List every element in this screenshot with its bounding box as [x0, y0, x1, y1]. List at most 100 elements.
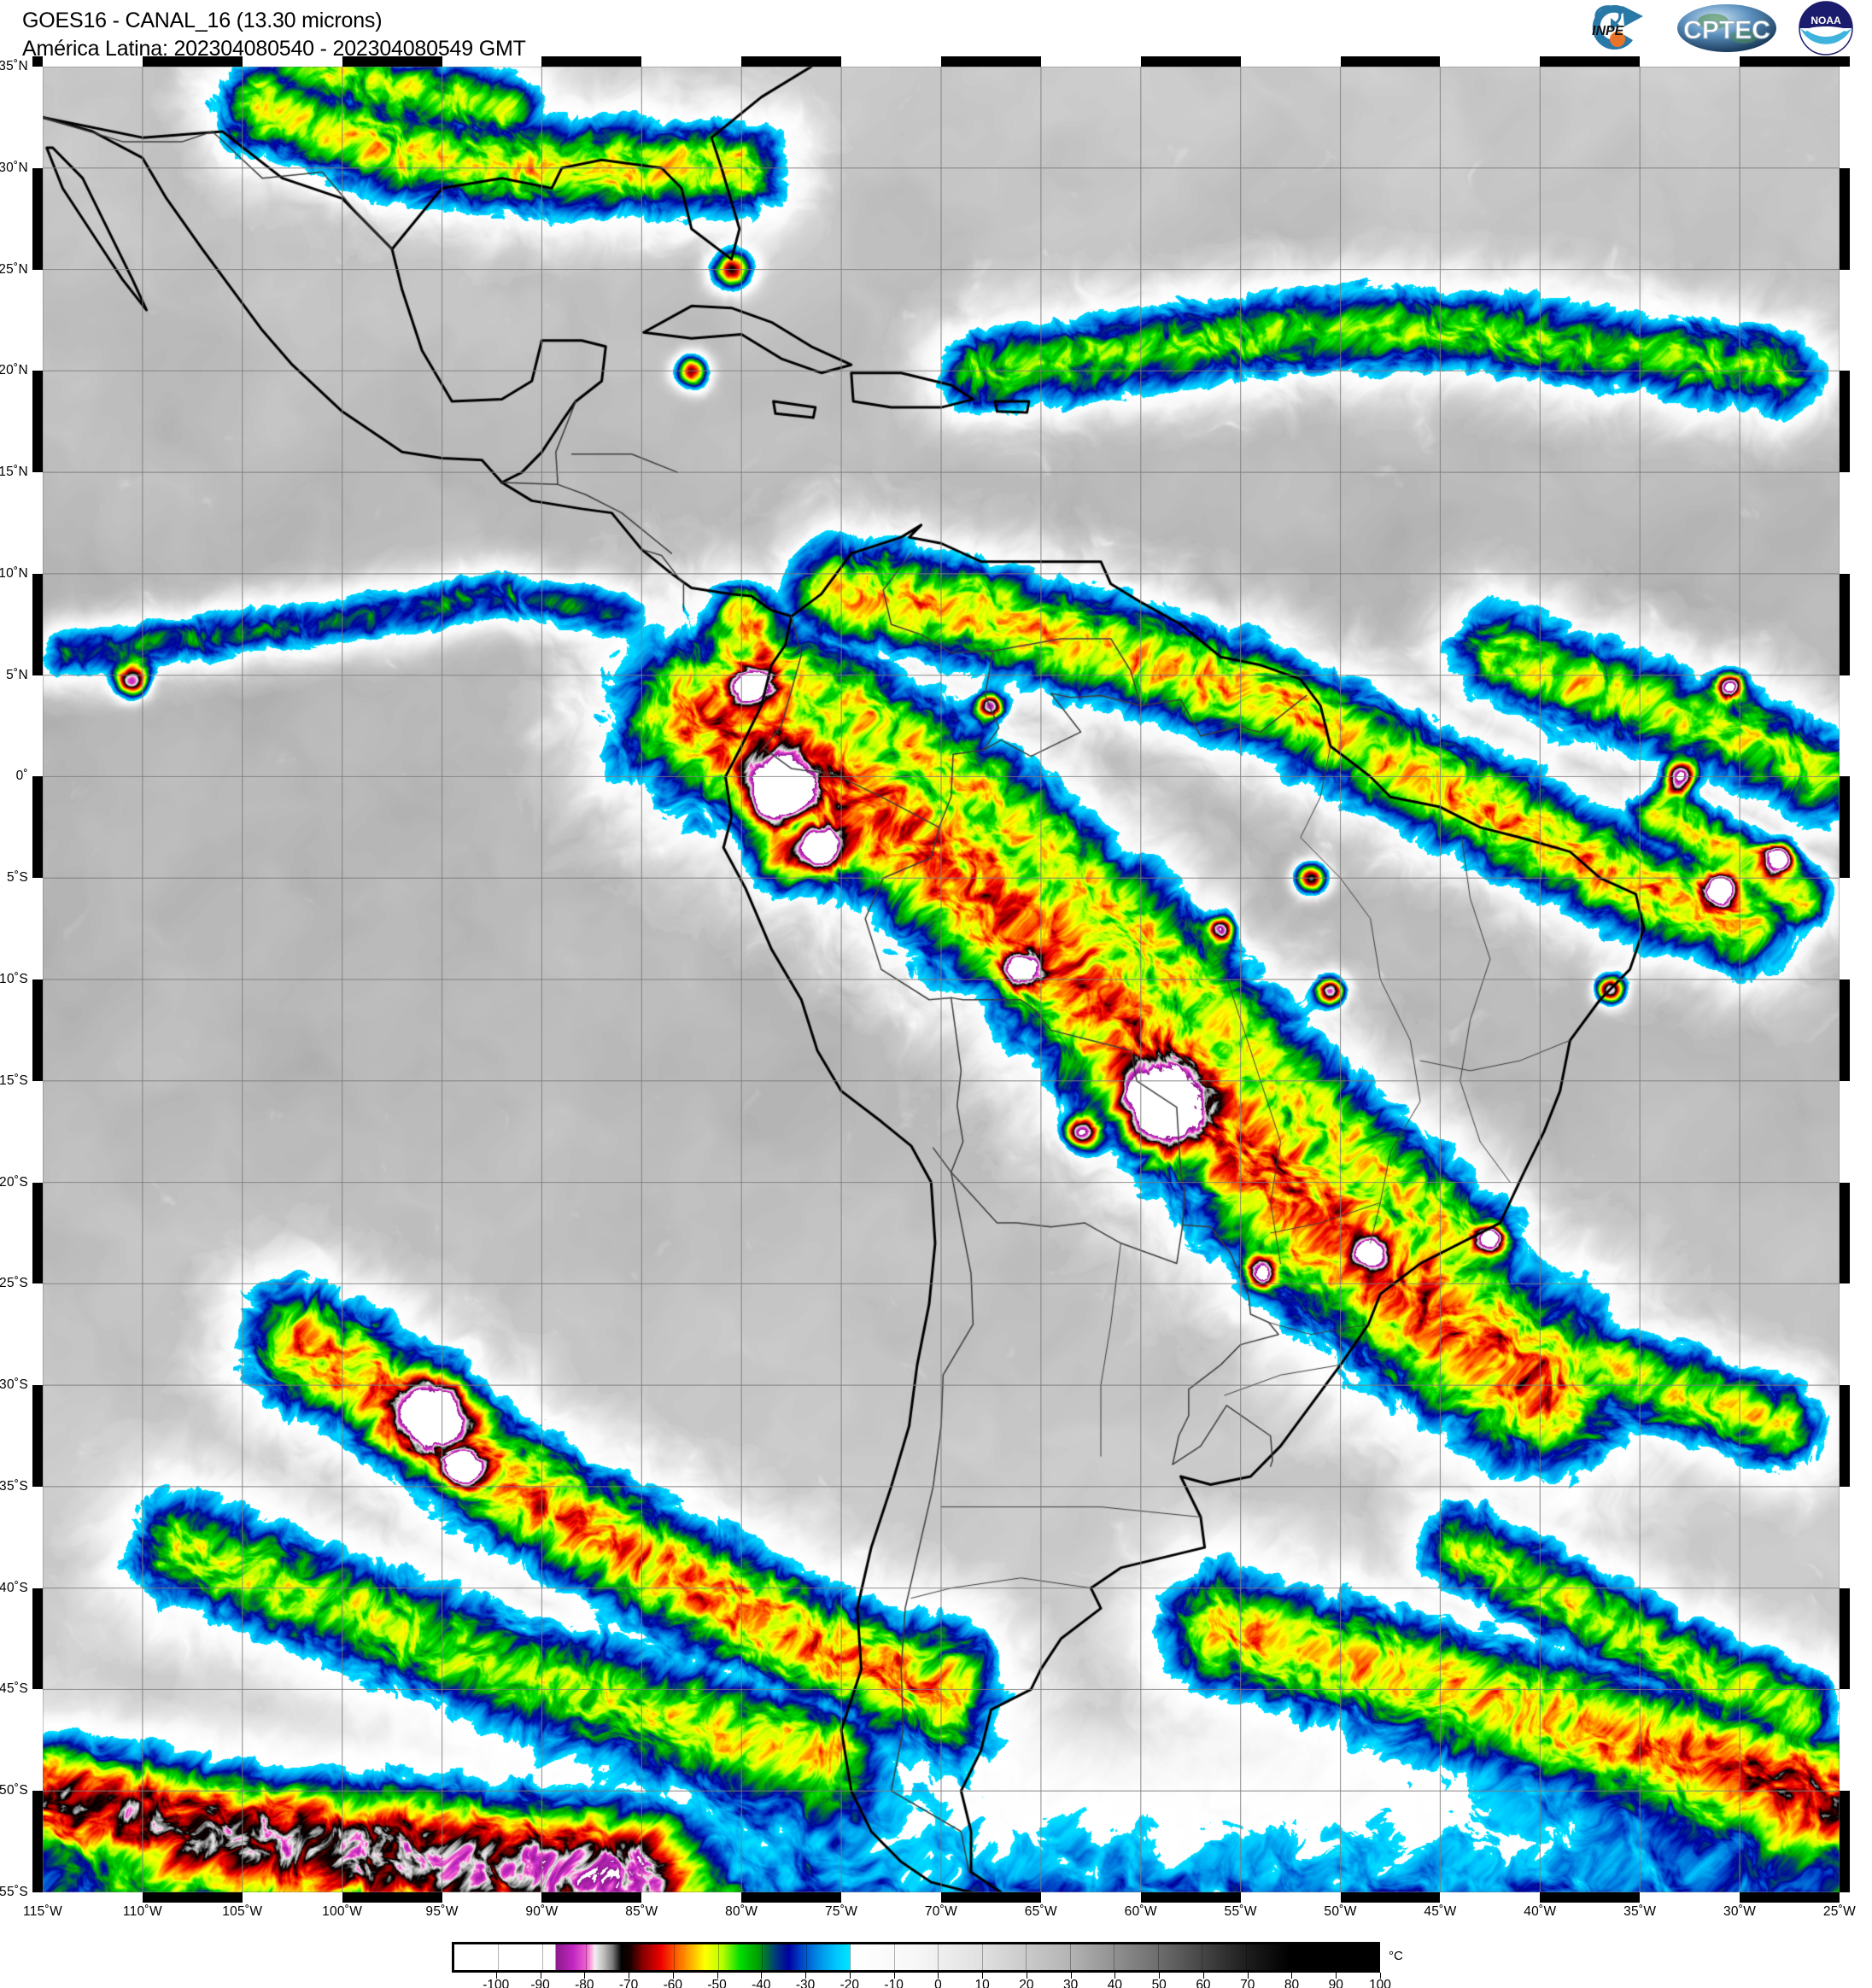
- lon-tick-label: 100˚W: [322, 1904, 363, 1919]
- colorbar-tick-label: 50: [1151, 1978, 1167, 1988]
- colorbar-tick: [761, 1973, 763, 1979]
- colorbar-tick-label: -100: [483, 1978, 510, 1988]
- lat-tick-label: 50˚S: [0, 1783, 28, 1798]
- inpe-logo-text: INPE: [1592, 24, 1625, 38]
- colorbar-tick: [938, 1973, 939, 1979]
- colorbar-separator: [1026, 1944, 1027, 1970]
- colorbar-tick: [584, 1973, 586, 1979]
- lat-tick-label: 5˚S: [6, 870, 28, 886]
- noaa-logo-text: NOAA: [1811, 15, 1841, 26]
- colorbar-tick-label: 70: [1240, 1978, 1255, 1988]
- colorbar-tick-label: -90: [530, 1978, 550, 1988]
- colorbar-separator: [717, 1944, 719, 1970]
- colorbar-scale: [452, 1942, 1380, 1973]
- map-tick-border-right: [1840, 56, 1850, 1903]
- colorbar-tick-label: -60: [663, 1978, 682, 1988]
- colorbar-separator: [541, 1944, 543, 1970]
- lon-tick-label: 55˚W: [1224, 1904, 1257, 1919]
- lat-tick-label: 55˚S: [0, 1885, 28, 1899]
- colorbar-labels: -100 -90 -80 -70 -60 -50 -40 -30 -20 -10 0 10 20 30 40…: [452, 1978, 1391, 1988]
- latitude-axis: 35˚N 30˚N 25˚N 20˚N 15˚N 10˚N 5˚N 0˚ 5˚S 10˚S 15˚S…: [0, 56, 32, 1903]
- colorbar: -100 -90 -80 -70 -60 -50 -40 -30 -20 -10 0 10 20 30 40…: [0, 1932, 1872, 1988]
- colorbar-tick: [805, 1973, 807, 1979]
- lat-tick-label: 30˚N: [0, 160, 28, 175]
- colorbar-separator: [1069, 1944, 1071, 1970]
- lon-tick-label: 70˚W: [924, 1904, 958, 1919]
- colorbar-separator: [1245, 1944, 1247, 1970]
- lat-tick-label: 40˚S: [0, 1580, 28, 1595]
- goes16-ir-imagery: [43, 67, 1840, 1892]
- lon-tick-label: 60˚W: [1124, 1904, 1157, 1919]
- cptec-logo: CPTEC: [1674, 1, 1780, 56]
- lat-tick-label: 20˚S: [0, 1174, 28, 1190]
- lat-tick-label: 25˚N: [0, 261, 28, 277]
- lon-tick-label: 35˚W: [1623, 1904, 1657, 1919]
- lat-tick-label: 20˚N: [0, 363, 28, 378]
- colorbar-tick: [982, 1973, 984, 1979]
- colorbar-separator: [762, 1944, 763, 1970]
- lat-tick-label: 30˚S: [0, 1377, 28, 1393]
- colorbar-tick-label: 0: [934, 1978, 942, 1988]
- lat-tick-label: 10˚S: [0, 972, 28, 986]
- colorbar-separator: [674, 1944, 676, 1970]
- lat-tick-label: 35˚N: [0, 59, 28, 73]
- colorbar-tick-label: 20: [1019, 1978, 1034, 1988]
- lat-tick-label: 5˚N: [6, 667, 28, 682]
- lon-tick-label: 75˚W: [824, 1904, 858, 1919]
- lat-tick-label: 45˚S: [0, 1681, 28, 1697]
- colorbar-separator: [1157, 1944, 1159, 1970]
- colorbar-tick-label: 60: [1196, 1978, 1211, 1988]
- colorbar-tick: [672, 1973, 674, 1979]
- lon-tick-label: 65˚W: [1024, 1904, 1057, 1919]
- lat-tick-label: 25˚S: [0, 1276, 28, 1291]
- colorbar-tick: [849, 1973, 851, 1979]
- lon-tick-label: 105˚W: [222, 1904, 263, 1919]
- colorbar-tick-label: 30: [1063, 1978, 1079, 1988]
- colorbar-tick: [1380, 1973, 1381, 1979]
- map-tick-border-left: [32, 56, 43, 1903]
- colorbar-tick: [1114, 1973, 1116, 1979]
- lon-tick-label: 85˚W: [625, 1904, 658, 1919]
- map-tick-border-bottom: [32, 1892, 1850, 1903]
- colorbar-tick-label: -40: [752, 1978, 771, 1988]
- header: GOES16 - CANAL_16 (13.30 microns) Améric…: [0, 0, 1872, 61]
- colorbar-separator: [893, 1944, 895, 1970]
- colorbar-gradient: [454, 1944, 1378, 1970]
- colorbar-tick-label: 40: [1107, 1978, 1123, 1988]
- lon-tick-label: 50˚W: [1324, 1904, 1357, 1919]
- colorbar-tick: [1070, 1973, 1072, 1979]
- lon-tick-label: 25˚W: [1822, 1904, 1857, 1919]
- lon-tick-label: 80˚W: [725, 1904, 758, 1919]
- title-line-region-time: América Latina: 202304080540 - 202304080…: [22, 36, 526, 61]
- colorbar-tick: [1202, 1973, 1204, 1979]
- lat-tick-label: 15˚S: [0, 1073, 28, 1088]
- lat-tick-label: 10˚N: [0, 565, 28, 581]
- title-line-channel: GOES16 - CANAL_16 (13.30 microns): [22, 9, 383, 32]
- colorbar-tick-label: 90: [1328, 1978, 1343, 1988]
- map-frame: [32, 56, 1850, 1903]
- colorbar-unit-label: °C: [1389, 1949, 1403, 1963]
- colorbar-tick-label: 80: [1284, 1978, 1300, 1988]
- colorbar-tick: [1247, 1973, 1249, 1979]
- colorbar-separator: [586, 1944, 588, 1970]
- colorbar-tick-label: -50: [707, 1978, 727, 1988]
- colorbar-tick: [893, 1973, 895, 1979]
- map-tick-border-top: [32, 56, 1850, 67]
- lon-tick-label: 90˚W: [525, 1904, 559, 1919]
- colorbar-ticks: [452, 1973, 1381, 1981]
- lat-tick-label: 35˚S: [0, 1478, 28, 1494]
- colorbar-separator: [981, 1944, 983, 1970]
- colorbar-tick-label: -20: [839, 1978, 860, 1988]
- colorbar-tick: [495, 1973, 497, 1979]
- colorbar-tick-label: -30: [795, 1978, 816, 1988]
- colorbar-tick: [1159, 1973, 1161, 1979]
- colorbar-tick-label: -80: [575, 1978, 594, 1988]
- colorbar-separator: [850, 1944, 851, 1970]
- colorbar-separator: [498, 1944, 500, 1970]
- lat-tick-label: 15˚N: [0, 465, 28, 480]
- colorbar-separator: [805, 1944, 807, 1970]
- colorbar-tick: [1291, 1973, 1293, 1979]
- satellite-image-canvas: [43, 67, 1840, 1892]
- colorbar-tick: [717, 1973, 718, 1979]
